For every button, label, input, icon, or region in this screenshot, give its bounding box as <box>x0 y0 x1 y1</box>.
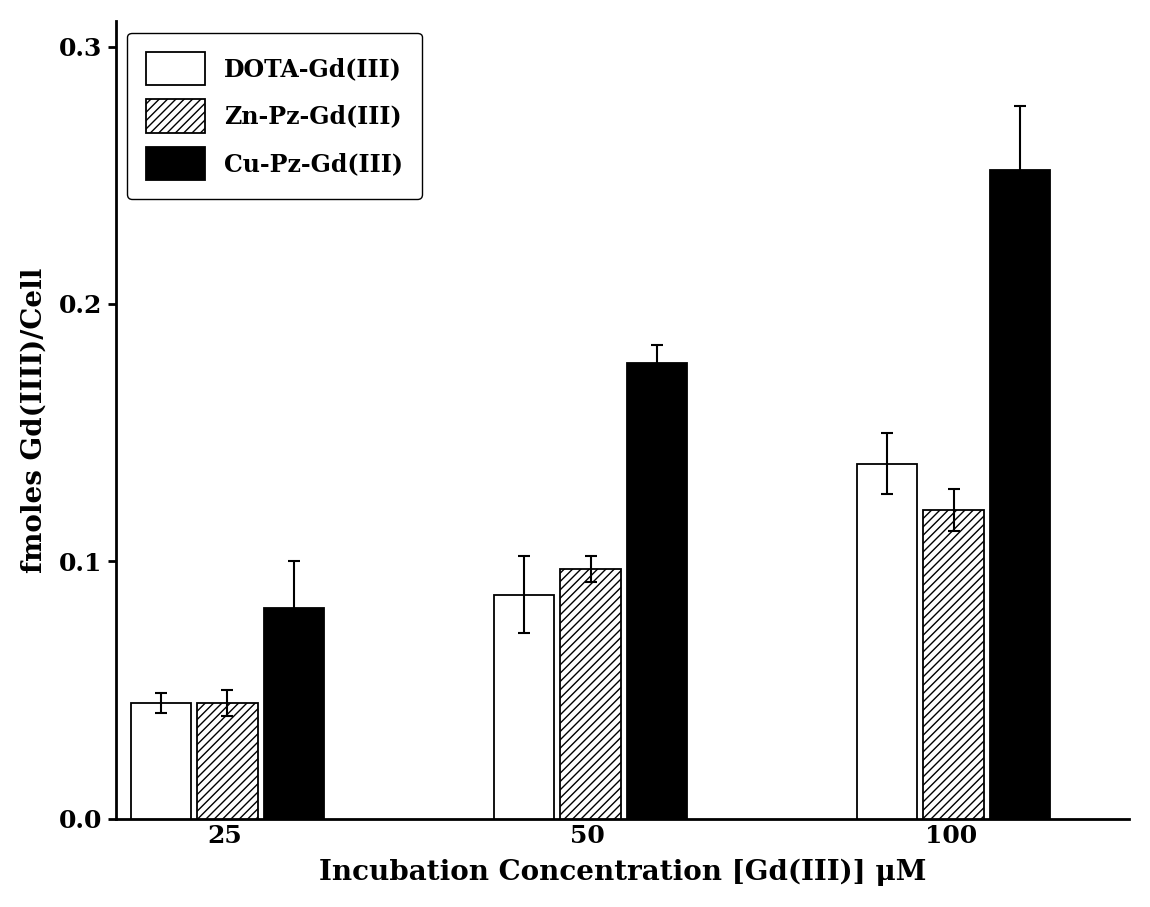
Bar <box>857 463 918 819</box>
Bar <box>263 608 324 819</box>
Bar <box>923 510 984 819</box>
Bar <box>560 569 621 819</box>
Bar <box>990 171 1050 819</box>
Bar <box>197 703 258 819</box>
Bar <box>131 703 191 819</box>
Bar <box>627 363 688 819</box>
Bar <box>493 595 554 819</box>
Y-axis label: fmoles Gd(IIII)/Cell: fmoles Gd(IIII)/Cell <box>21 268 48 572</box>
X-axis label: Incubation Concentration [Gd(III)] μM: Incubation Concentration [Gd(III)] μM <box>319 859 926 886</box>
Legend: DOTA-Gd(III), Zn-Pz-Gd(III), Cu-Pz-Gd(III): DOTA-Gd(III), Zn-Pz-Gd(III), Cu-Pz-Gd(II… <box>128 33 422 199</box>
